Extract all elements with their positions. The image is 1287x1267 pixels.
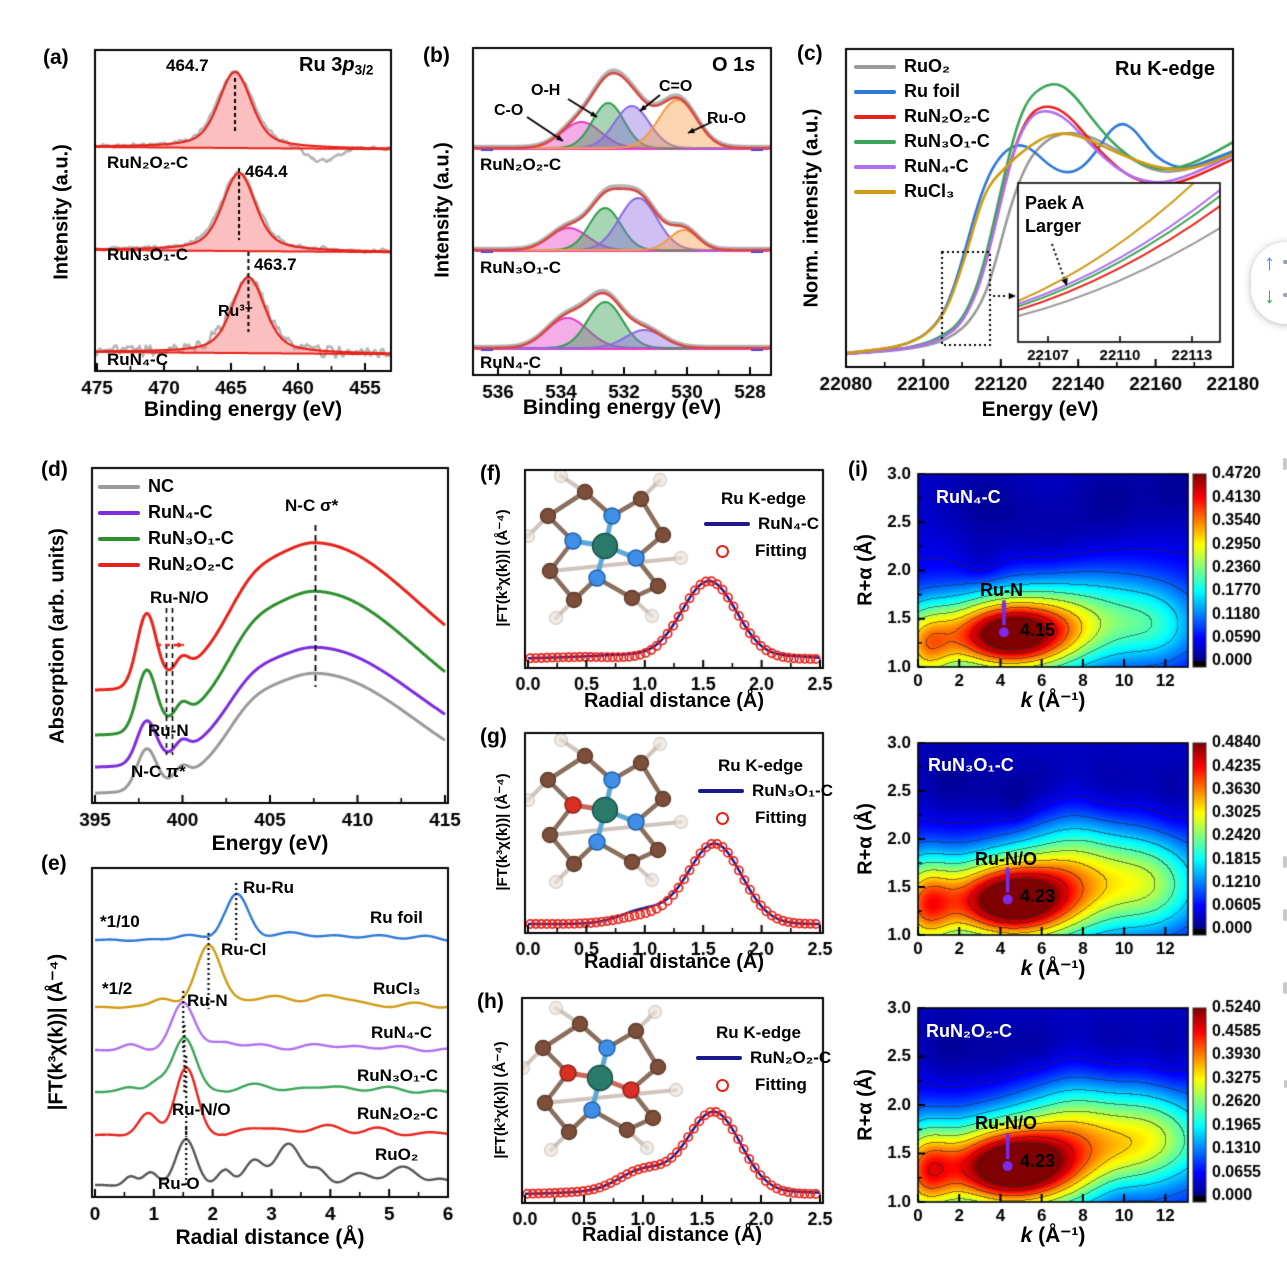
cut-off-toolbar-fragment bbox=[1283, 856, 1287, 868]
cut-off-toolbar-fragment bbox=[1283, 458, 1287, 470]
scroll-down-icon[interactable]: ↓ bbox=[1264, 283, 1275, 308]
cut-off-toolbar-fragment bbox=[1283, 909, 1287, 921]
cut-off-toolbar-fragment bbox=[1283, 982, 1287, 994]
scroll-up-icon[interactable]: ↑ bbox=[1264, 250, 1275, 275]
cut-off-text-fragment bbox=[1283, 293, 1287, 297]
cut-off-toolbar-fragment bbox=[1284, 1080, 1287, 1088]
cut-off-text-fragment bbox=[1283, 260, 1287, 264]
